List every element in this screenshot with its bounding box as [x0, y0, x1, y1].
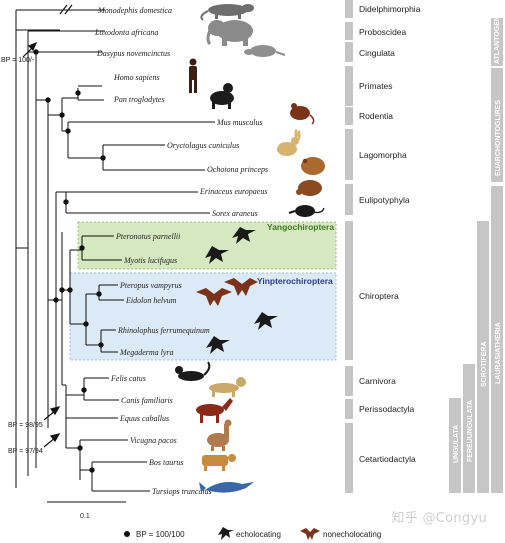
- bat-icon: [224, 278, 258, 296]
- bat-icon: [232, 227, 256, 244]
- taxon-label: Megaderma lyra: [119, 348, 174, 357]
- legend: BP = 100/100 echolocating nonecholocatin…: [124, 527, 381, 540]
- order-label: Chiroptera: [359, 291, 399, 301]
- taxon-label: Rhinolophus ferrumequinum: [117, 326, 210, 335]
- nonecholocating-bat-icon: [300, 528, 320, 540]
- taxon-label: Oryctolagus cuniculus: [167, 141, 239, 150]
- taxon-label: Equus caballus: [119, 414, 169, 423]
- taxon-label: Dasypus novemcinctus: [96, 49, 170, 58]
- bat-icon: [196, 288, 232, 306]
- elephant-icon: [206, 20, 253, 46]
- order-label: Proboscidea: [359, 27, 407, 37]
- taxon-label: Homo sapiens: [113, 73, 160, 82]
- taxon-label: Mus musculus: [216, 118, 263, 127]
- horse-icon: [196, 398, 233, 423]
- shrew-icon: [288, 205, 325, 217]
- hedgehog-icon: [296, 180, 322, 196]
- taxon-label: Erinaceus europaeus: [199, 187, 267, 196]
- group-label-euarchontoglires: EUARCHONTOGLIRES: [495, 100, 502, 176]
- support-arrows: [22, 41, 61, 448]
- echolocating-bat-icon: [218, 527, 234, 540]
- species-labels: Monodephis domestica Loxodonta africana …: [94, 6, 268, 496]
- order-labels: Didelphimorphia Proboscidea Cingulata Pr…: [359, 4, 421, 464]
- taxon-label: Canis familiaris: [121, 396, 173, 405]
- order-label: Cetartiodactyla: [359, 454, 416, 464]
- bat-icon: [205, 246, 229, 264]
- branch-break-mark: [59, 4, 73, 15]
- taxon-label: Pteronotus parnellii: [115, 232, 180, 241]
- taxon-label: Felis catus: [110, 374, 146, 383]
- bp-node-dots: [33, 49, 106, 473]
- legend-echolocating-label: echolocating: [236, 530, 281, 539]
- chimp-icon: [210, 83, 234, 109]
- order-label: Didelphimorphia: [359, 4, 421, 14]
- opossum-icon: [200, 4, 254, 21]
- yinpterochiroptera-label: Yinpterochiroptera: [257, 276, 333, 286]
- taxon-label: Sorex araneus: [212, 209, 258, 218]
- superorder-bars: ATLANTOGENATA EUARCHONTOGLIRES LAURASIAT…: [449, 3, 503, 493]
- order-label: Primates: [359, 81, 393, 91]
- bp-label-fereuungulata: BP = 98/95: [8, 422, 43, 429]
- group-label-atlantogenata: ATLANTOGENATA: [494, 3, 501, 64]
- order-label: Lagomorpha: [359, 150, 407, 160]
- scale-label: 0.1: [80, 513, 90, 520]
- taxon-label: Eidolon helvum: [125, 296, 177, 305]
- cow-icon: [202, 454, 236, 471]
- human-icon: [189, 58, 197, 93]
- taxon-label: Monodephis domestica: [97, 6, 172, 15]
- mouse-icon: [290, 103, 315, 125]
- order-bars: [345, 0, 353, 493]
- dog-icon: [209, 377, 246, 397]
- yangochiroptera-label: Yangochiroptera: [267, 222, 334, 232]
- taxon-label: Vicugna pacos: [130, 436, 177, 445]
- watermark: 知乎 @Congyu: [391, 511, 487, 526]
- taxon-label: Bos taurus: [149, 458, 183, 467]
- taxon-label: Ochotona princeps: [207, 165, 268, 174]
- bat-icon: [254, 312, 278, 330]
- order-label: Carnivora: [359, 376, 396, 386]
- bp-dot-icon: [124, 531, 130, 537]
- taxon-label: Loxodonta africana: [94, 28, 158, 37]
- yangochiroptera-box: [77, 221, 337, 270]
- group-label-fereuungulata: FEREUUNGULATA: [467, 400, 474, 462]
- armadillo-icon: [244, 45, 286, 57]
- bp-label-root: BP = 100/-: [1, 57, 35, 64]
- cat-icon: [175, 361, 211, 381]
- group-label-laurasiatheria: LAURASIATHERIA: [495, 322, 502, 384]
- order-label: Eulipotyphyla: [359, 195, 410, 205]
- dolphin-icon: [199, 482, 254, 493]
- taxon-label: Tursiops truncatus: [152, 487, 212, 496]
- pika-icon: [301, 157, 325, 175]
- taxon-label: Pan troglodytes: [113, 95, 165, 104]
- taxon-label: Myotis lucifugus: [123, 256, 177, 265]
- group-label-scrotifera: SCROTIFERA: [481, 342, 488, 388]
- legend-nonecholocating-label: nonecholocating: [323, 530, 381, 539]
- taxon-label: Pteropus vampyrus: [119, 281, 182, 290]
- legend-bp-label: BP = 100/100: [136, 530, 185, 539]
- animal-silhouettes: [175, 4, 325, 493]
- order-label: Perissodactyla: [359, 404, 415, 414]
- group-label-ungulata: UNGULATA: [453, 425, 460, 463]
- order-label: Cingulata: [359, 48, 395, 58]
- bp-label-ungulata: BP = 97/94: [8, 448, 43, 455]
- rabbit-icon: [277, 129, 301, 156]
- bat-icon: [206, 336, 230, 354]
- yinpterochiroptera-box: [69, 272, 337, 361]
- order-label: Rodentia: [359, 111, 393, 121]
- alpaca-icon: [207, 419, 232, 451]
